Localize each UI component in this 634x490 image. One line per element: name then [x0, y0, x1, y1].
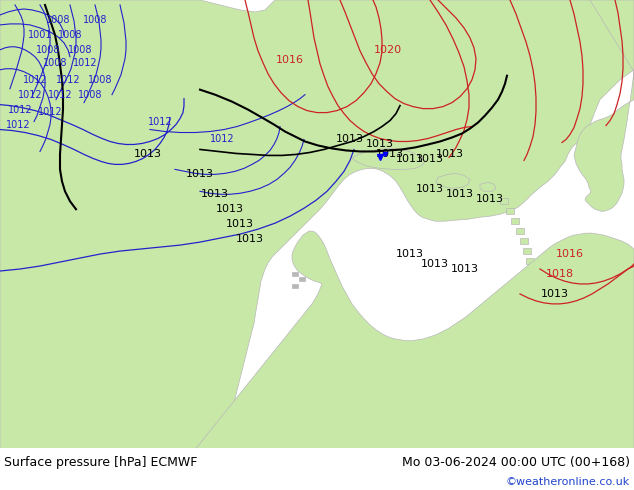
Text: 1013: 1013: [396, 249, 424, 259]
Text: 1008: 1008: [42, 58, 67, 68]
Text: 1008: 1008: [83, 15, 107, 25]
Text: 1008: 1008: [87, 74, 112, 85]
Text: 1012: 1012: [6, 120, 30, 129]
Text: 1013: 1013: [421, 259, 449, 269]
Text: 1013: 1013: [476, 194, 504, 204]
Text: 1012: 1012: [210, 134, 235, 145]
Polygon shape: [526, 258, 534, 264]
Text: 1018: 1018: [546, 269, 574, 279]
Text: 1012: 1012: [48, 90, 72, 99]
Text: 1013: 1013: [446, 189, 474, 199]
Text: 1013: 1013: [201, 189, 229, 199]
Text: 1008: 1008: [78, 90, 102, 99]
Polygon shape: [480, 182, 496, 191]
Text: 1013: 1013: [134, 149, 162, 159]
Text: Surface pressure [hPa] ECMWF: Surface pressure [hPa] ECMWF: [4, 456, 197, 469]
Text: 1013: 1013: [416, 154, 444, 165]
Text: 1016: 1016: [556, 249, 584, 259]
Text: ©weatheronline.co.uk: ©weatheronline.co.uk: [506, 477, 630, 487]
Polygon shape: [292, 284, 298, 288]
Polygon shape: [0, 0, 32, 249]
Text: 1008: 1008: [36, 45, 60, 55]
Text: Mo 03-06-2024 00:00 UTC (00+168): Mo 03-06-2024 00:00 UTC (00+168): [402, 456, 630, 469]
Text: 1013: 1013: [186, 170, 214, 179]
Text: 1012: 1012: [18, 90, 42, 99]
Polygon shape: [520, 238, 528, 244]
Polygon shape: [506, 208, 514, 214]
Polygon shape: [523, 248, 531, 254]
Text: 1013: 1013: [236, 234, 264, 244]
Text: 1013: 1013: [226, 219, 254, 229]
Text: 1013: 1013: [436, 149, 464, 159]
Text: 1001: 1001: [28, 30, 52, 40]
Text: 1013: 1013: [366, 140, 394, 149]
Polygon shape: [299, 277, 305, 281]
Polygon shape: [436, 173, 470, 188]
Text: 1013: 1013: [396, 154, 424, 165]
Text: 1013: 1013: [451, 264, 479, 274]
Text: 1012: 1012: [23, 74, 48, 85]
Text: 1008: 1008: [46, 15, 70, 25]
Text: 1012: 1012: [37, 107, 62, 117]
Text: 1013: 1013: [216, 204, 244, 214]
Polygon shape: [292, 272, 298, 276]
Polygon shape: [196, 231, 634, 448]
Text: 1012: 1012: [73, 58, 97, 68]
Text: 1013: 1013: [336, 134, 364, 145]
Text: 1012: 1012: [8, 104, 32, 115]
Text: 1013: 1013: [416, 184, 444, 195]
Text: 1008: 1008: [58, 30, 82, 40]
Polygon shape: [516, 228, 524, 234]
Polygon shape: [574, 0, 634, 211]
Text: 1008: 1008: [68, 45, 93, 55]
Text: 1012: 1012: [148, 117, 172, 126]
Text: 1012: 1012: [56, 74, 81, 85]
Polygon shape: [511, 218, 519, 224]
Text: 1013: 1013: [376, 149, 404, 159]
Polygon shape: [500, 198, 508, 204]
Text: 1020: 1020: [374, 45, 402, 55]
Polygon shape: [352, 148, 425, 170]
Text: 1016: 1016: [276, 55, 304, 65]
Text: 1013: 1013: [541, 289, 569, 299]
Polygon shape: [0, 0, 634, 448]
